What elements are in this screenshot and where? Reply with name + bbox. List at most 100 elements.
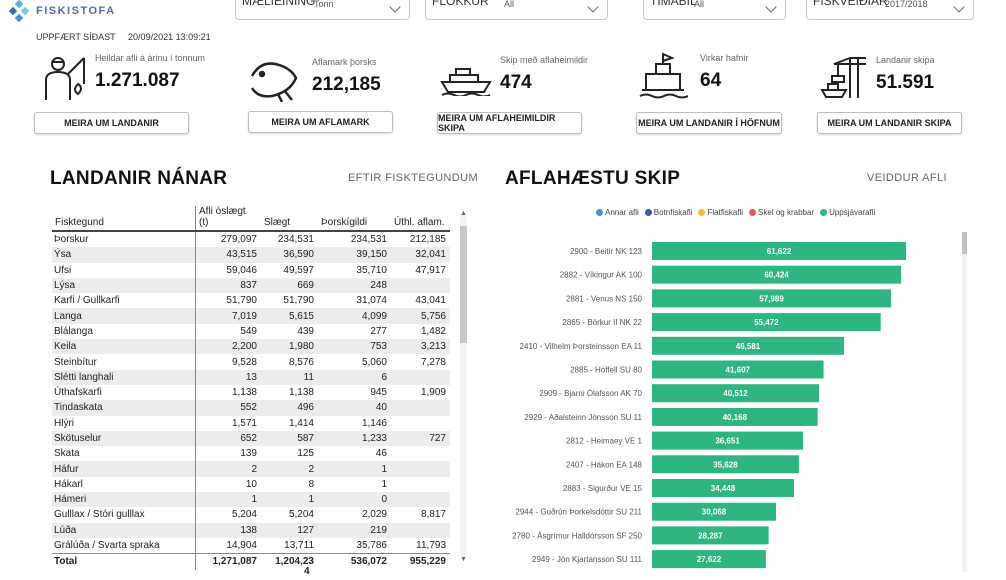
- landings-title: LANDANIR NÁNAR: [50, 168, 228, 189]
- harbor-icon: [639, 52, 688, 99]
- chart-scrollbar-thumb[interactable]: [962, 232, 967, 254]
- scroll-down-icon[interactable]: ▼: [460, 556, 467, 563]
- table-row[interactable]: Langa 7,019 5,615 4,099 5,756: [52, 308, 450, 324]
- value-cell: 6: [318, 369, 391, 385]
- value-cell: [391, 400, 450, 416]
- legend-item[interactable]: Botnfiskafli: [644, 208, 692, 217]
- table-row[interactable]: Keila 2,200 1,980 753 3,213: [52, 339, 450, 355]
- filter-category[interactable]: FLOKKUR All: [425, 0, 608, 20]
- chart-scrollbar[interactable]: [962, 232, 967, 572]
- harbor-landings-more-button[interactable]: MEIRA UM LANDANIR Í HÖFNUM: [636, 112, 782, 134]
- table-row[interactable]: Ýsa 43,515 36,590 39,150 32,041: [52, 247, 450, 263]
- table-row[interactable]: Tindaskata 552 496 40: [52, 400, 450, 416]
- table-row[interactable]: Karfi / Gullkarfi 51,790 51,790 31,074 43,04…: [52, 293, 450, 309]
- ship-quota-more-button[interactable]: MEIRA UM AFLAHEIMILDIR SKIPA: [437, 112, 582, 134]
- brand-name: FISKISTOFA: [36, 5, 116, 17]
- column-header-gutted[interactable]: Slægt: [261, 206, 318, 232]
- bar[interactable]: [652, 479, 795, 497]
- filter-unit[interactable]: MÆLIEINING Tonn: [235, 0, 410, 20]
- filter-period-label: TÍMABIL: [650, 0, 697, 8]
- bar[interactable]: [652, 550, 766, 569]
- category-label: 2883 - Sigurður VE 15: [563, 484, 643, 493]
- bar[interactable]: [652, 360, 824, 379]
- value-cell: 1,146: [361, 417, 387, 429]
- filter-period[interactable]: TÍMABIL All: [643, 0, 786, 20]
- column-header-cod-equivalent[interactable]: Þorskígildi: [318, 206, 391, 232]
- chevron-down-icon[interactable]: [765, 1, 777, 13]
- table-row[interactable]: Úthafskarfi 1,138 1,138 945 1,909: [52, 384, 450, 401]
- table-row[interactable]: Skata 139 125 46: [52, 446, 450, 462]
- table-row[interactable]: Gulllax / Stóri gulllax 5,204 5,204 2,029 8,…: [52, 507, 450, 523]
- bar[interactable]: [652, 526, 769, 545]
- table-row[interactable]: Slétti langhali 13 11 6: [52, 369, 450, 385]
- legend-dot-icon: [820, 209, 828, 217]
- value-cell: 40: [318, 400, 391, 416]
- bar-value-label: 60,424: [764, 271, 789, 280]
- species-cell: Steinbítur: [52, 354, 196, 370]
- category-label: 2909 - Bjarni Ólafsson AK 70: [539, 389, 642, 398]
- legend-item[interactable]: Skel og krabbar: [749, 208, 814, 217]
- table-row[interactable]: Hámeri 1 1 0: [52, 492, 450, 508]
- bar-value-label: 35,628: [713, 460, 738, 469]
- table-scrollbar-thumb[interactable]: [460, 226, 467, 343]
- value-cell: 1: [381, 478, 387, 490]
- ship-landings-more-button[interactable]: MEIRA UM LANDANIR SKIPA: [817, 112, 962, 134]
- species-cell: Ufsi: [52, 262, 196, 278]
- bar[interactable]: [652, 502, 776, 521]
- landings-more-button[interactable]: MEIRA UM LANDANIR: [34, 112, 189, 134]
- top-ships-title: AFLAHÆSTU SKIP: [505, 168, 681, 189]
- bar[interactable]: [652, 336, 845, 355]
- chevron-down-icon[interactable]: [587, 1, 599, 13]
- table-row[interactable]: Lúða 138 127 219: [52, 522, 450, 538]
- table-row[interactable]: Háfur 2 2 1: [52, 461, 450, 477]
- value-cell: 11,793: [416, 540, 446, 552]
- legend-item[interactable]: Uppsjávarafli: [820, 208, 875, 217]
- table-scrollbar[interactable]: [460, 214, 467, 554]
- value-cell: 1: [261, 492, 318, 508]
- bar[interactable]: [652, 265, 902, 284]
- bar[interactable]: [652, 455, 799, 474]
- kpi-ships-value: 474: [500, 72, 532, 93]
- species-cell: Tindaskata: [52, 400, 196, 416]
- chevron-down-icon[interactable]: [389, 1, 401, 13]
- table-row[interactable]: Skötuselur 652 587 1,233 727: [52, 430, 450, 447]
- bar[interactable]: [652, 242, 907, 260]
- value-cell: 43,515: [195, 247, 261, 263]
- table-row[interactable]: Þorskur 279,097 234,531 234,531 212,185: [52, 231, 450, 248]
- bar[interactable]: [652, 431, 804, 450]
- value-cell: 139: [240, 448, 257, 460]
- species-cell: Hlýri: [52, 415, 196, 431]
- filter-fishing-year[interactable]: FISKVEIÐIÁR 2017/2018: [806, 0, 974, 20]
- column-header-ungutted[interactable]: Afli óslægt (t): [195, 206, 261, 232]
- quota-more-button[interactable]: MEIRA UM AFLAMARK: [248, 111, 393, 133]
- bar-value-label: 61,622: [767, 247, 792, 256]
- table-row[interactable]: Blálanga 549 439 277 1,482: [52, 323, 450, 340]
- column-header-allocated-quota[interactable]: Úthl. aflam.: [391, 206, 450, 232]
- table-row[interactable]: Hlýri 1,571 1,414 1,146: [52, 415, 450, 431]
- legend-dot-icon: [596, 209, 603, 217]
- column-header-species[interactable]: Fisktegund: [52, 206, 196, 232]
- value-cell: 3,213: [391, 339, 450, 355]
- bar[interactable]: [652, 384, 820, 403]
- value-cell: 1,138: [231, 387, 257, 399]
- legend-item[interactable]: Flatfiskafli: [698, 208, 743, 217]
- value-cell: 439: [297, 325, 314, 337]
- legend-item[interactable]: Annar afli: [596, 208, 639, 217]
- chevron-down-icon[interactable]: [953, 1, 965, 13]
- bar[interactable]: [652, 313, 881, 332]
- bar[interactable]: [652, 289, 892, 308]
- table-row[interactable]: Hákarl 10 8 1: [52, 476, 450, 493]
- species-cell: Skata: [52, 446, 196, 462]
- table-row[interactable]: Lýsa 837 669 248: [52, 277, 450, 294]
- kpi-harbors-label: Virkar hafnir: [700, 53, 749, 63]
- table-overflow-text: 4: [304, 566, 310, 577]
- brand-logo: FISKISTOFA: [8, 0, 116, 22]
- species-cell: Úthafskarfi: [52, 384, 196, 401]
- landings-table: Fisktegund Afli óslægt (t) Slægt Þorskíg…: [52, 206, 450, 570]
- bar[interactable]: [652, 407, 818, 426]
- scroll-up-icon[interactable]: ▲: [460, 210, 467, 217]
- table-row[interactable]: Steinbítur 9,528 8,576 5,060 7,278: [52, 354, 450, 370]
- table-row[interactable]: Ufsi 59,046 49,597 35,710 47,917: [52, 262, 450, 278]
- table-row[interactable]: Grálúða / Svarta spraka 14,904 13,711 35,78…: [52, 537, 450, 554]
- value-cell: 1,980: [261, 339, 318, 355]
